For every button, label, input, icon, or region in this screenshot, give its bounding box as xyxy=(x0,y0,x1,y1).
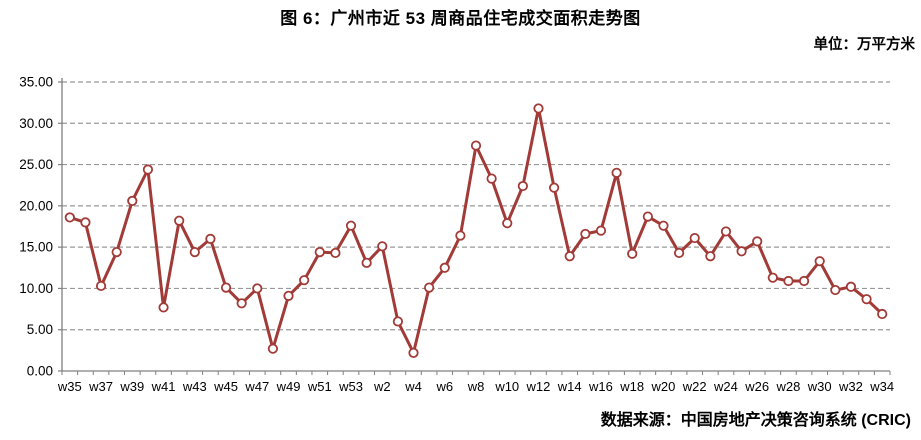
x-tick-label: w30 xyxy=(807,379,832,394)
x-tick-label: w49 xyxy=(276,379,301,394)
data-point-w17 xyxy=(611,167,622,178)
data-point-w43 xyxy=(189,246,200,258)
x-tick-label: w10 xyxy=(494,379,519,394)
data-point-w24 xyxy=(720,226,732,237)
x-tick-label: w34 xyxy=(869,379,894,394)
data-point-w49 xyxy=(283,290,294,301)
data-point-w46 xyxy=(236,298,247,309)
x-tick-label: w37 xyxy=(88,379,113,394)
data-point-w44 xyxy=(205,233,216,244)
data-point-w27 xyxy=(767,272,778,283)
data-point-w11 xyxy=(517,180,528,192)
x-tick-label: w35 xyxy=(57,379,82,394)
data-point-w26 xyxy=(752,236,763,247)
x-tick-label: w24 xyxy=(713,379,738,394)
x-tick-label: w18 xyxy=(619,379,644,394)
chart-title: 图 6：广州市近 53 周商品住宅成交面积走势图 xyxy=(280,9,641,28)
x-tick-label: w12 xyxy=(526,379,551,394)
data-point-w36 xyxy=(80,217,91,228)
data-point-w41 xyxy=(158,302,169,313)
data-point-w30 xyxy=(814,256,825,267)
x-tick-label: w32 xyxy=(838,379,863,394)
y-tick-label: 5.00 xyxy=(27,322,53,337)
x-tick-label: w41 xyxy=(151,379,176,394)
x-tick-label: w39 xyxy=(119,379,144,394)
data-point-w2 xyxy=(377,241,388,252)
x-tick-label: w53 xyxy=(338,379,363,394)
data-point-w33 xyxy=(861,294,872,305)
x-tick-label: w14 xyxy=(557,379,582,394)
x-tick-label: w26 xyxy=(744,379,769,394)
data-point-w22 xyxy=(689,232,700,244)
y-tick-label: 30.00 xyxy=(19,116,53,131)
y-tick-label: 10.00 xyxy=(19,281,53,296)
data-point-w28 xyxy=(783,275,794,287)
x-tick-label: w43 xyxy=(182,379,207,394)
unit-label: 单位：万平方米 xyxy=(813,37,916,53)
data-point-w35 xyxy=(64,212,75,223)
data-source-label: 数据来源：中国房地产决策咨询系统 (CRIC) xyxy=(600,412,911,429)
data-point-w51 xyxy=(314,246,325,258)
y-tick-label: 15.00 xyxy=(19,240,53,255)
data-point-w40 xyxy=(142,164,154,175)
data-point-w45 xyxy=(220,282,232,293)
data-point-w47 xyxy=(252,283,263,294)
data-point-w39 xyxy=(127,195,138,207)
x-tick-label: w45 xyxy=(213,379,238,394)
data-point-w34 xyxy=(877,308,888,320)
data-point-w13 xyxy=(549,182,560,193)
y-tick-label: 35.00 xyxy=(19,75,53,90)
data-point-w48 xyxy=(267,343,279,354)
data-point-w9 xyxy=(486,173,497,184)
y-tick-label: 25.00 xyxy=(19,157,53,172)
data-point-w23 xyxy=(705,251,716,262)
data-point-w21 xyxy=(673,247,685,259)
y-tick-label: 20.00 xyxy=(19,198,53,213)
data-point-w6 xyxy=(439,262,450,273)
data-point-w32 xyxy=(845,281,857,292)
data-point-w42 xyxy=(174,215,185,226)
data-point-w19 xyxy=(642,211,653,222)
data-point-w5 xyxy=(424,282,435,293)
data-point-w25 xyxy=(736,246,747,257)
data-point-w15 xyxy=(580,228,591,240)
x-tick-label: w2 xyxy=(373,379,391,394)
x-tick-label: w22 xyxy=(682,379,707,394)
data-point-w8 xyxy=(470,140,482,151)
data-point-w53 xyxy=(345,220,357,231)
data-point-w18 xyxy=(627,248,638,259)
data-point-w20 xyxy=(658,220,669,231)
data-point-w38 xyxy=(111,246,122,258)
x-tick-label: w28 xyxy=(776,379,801,394)
x-tick-label: w16 xyxy=(588,379,613,394)
data-point-w16 xyxy=(595,225,607,236)
x-tick-label: w8 xyxy=(467,379,485,394)
data-point-w52 xyxy=(330,247,341,259)
data-point-w10 xyxy=(502,218,513,229)
x-tick-label: w47 xyxy=(244,379,269,394)
x-tick-label: w6 xyxy=(435,379,453,394)
data-point-w37 xyxy=(95,280,107,292)
data-point-w1 xyxy=(361,257,372,268)
data-point-w31 xyxy=(830,284,841,296)
x-tick-label: w4 xyxy=(404,379,422,394)
data-point-w3 xyxy=(392,316,403,327)
data-point-w29 xyxy=(798,275,810,287)
y-tick-label: 0.00 xyxy=(27,364,53,379)
data-point-w4 xyxy=(408,347,419,358)
data-point-w14 xyxy=(564,251,575,262)
x-tick-label: w20 xyxy=(651,379,676,394)
data-point-w7 xyxy=(455,230,466,241)
data-point-w50 xyxy=(299,275,310,286)
x-tick-label: w51 xyxy=(307,379,332,394)
data-point-w12 xyxy=(533,103,544,114)
